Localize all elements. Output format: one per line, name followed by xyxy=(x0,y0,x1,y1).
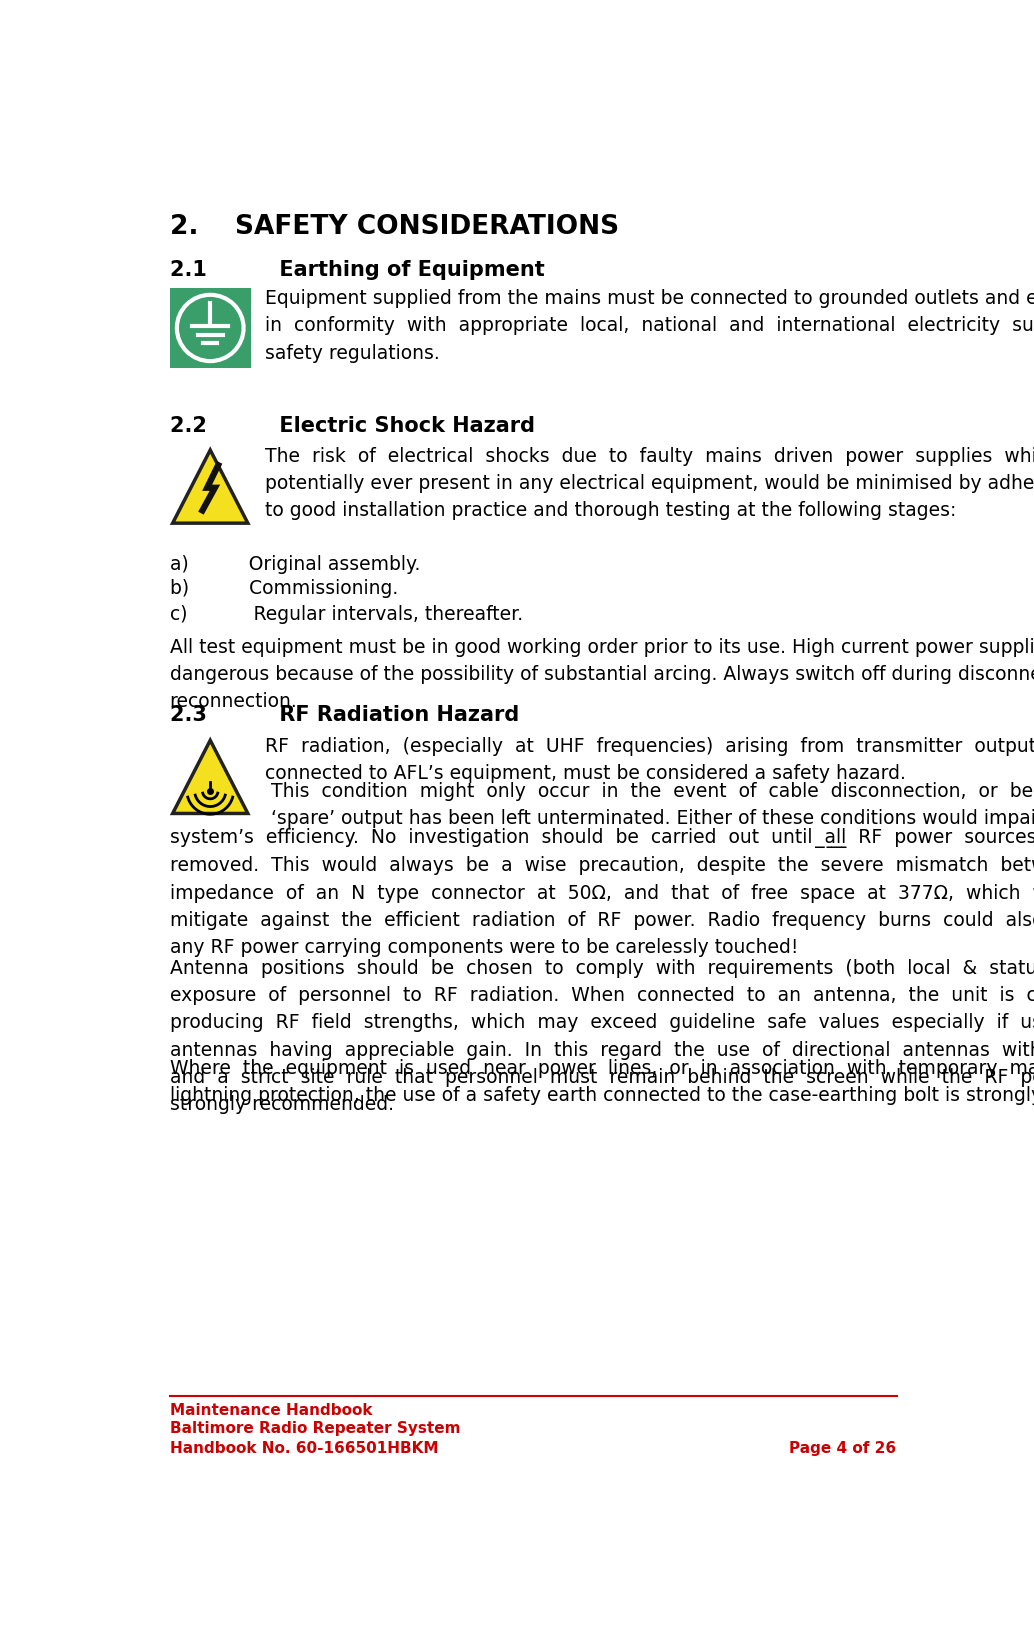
Text: Page 4 of 26: Page 4 of 26 xyxy=(789,1441,896,1455)
Text: All test equipment must be in good working order prior to its use. High current : All test equipment must be in good worki… xyxy=(170,638,1034,711)
Text: Maintenance Handbook: Maintenance Handbook xyxy=(170,1403,372,1418)
FancyBboxPatch shape xyxy=(170,287,251,369)
Text: This  condition  might  only  occur  in  the  event  of  cable  disconnection,  : This condition might only occur in the e… xyxy=(265,782,1034,828)
Text: 2.    SAFETY CONSIDERATIONS: 2. SAFETY CONSIDERATIONS xyxy=(170,213,618,239)
Polygon shape xyxy=(173,741,248,813)
Text: 2.1          Earthing of Equipment: 2.1 Earthing of Equipment xyxy=(170,261,544,280)
Text: c)           Regular intervals, thereafter.: c) Regular intervals, thereafter. xyxy=(170,605,522,624)
Text: The  risk  of  electrical  shocks  due  to  faulty  mains  driven  power  suppli: The risk of electrical shocks due to fau… xyxy=(265,447,1034,521)
Text: system’s  efficiency.  No  investigation  should  be  carried  out  until  ̲a̲l̲: system’s efficiency. No investigation sh… xyxy=(170,828,1034,957)
Text: 2.3          RF Radiation Hazard: 2.3 RF Radiation Hazard xyxy=(170,705,519,724)
Polygon shape xyxy=(173,451,248,523)
Text: Baltimore Radio Repeater System: Baltimore Radio Repeater System xyxy=(170,1421,460,1436)
Text: Handbook No. 60-166501HBKM: Handbook No. 60-166501HBKM xyxy=(170,1441,438,1455)
Text: RF  radiation,  (especially  at  UHF  frequencies)  arising  from  transmitter  : RF radiation, (especially at UHF frequen… xyxy=(265,738,1034,783)
Text: Equipment supplied from the mains must be connected to grounded outlets and eart: Equipment supplied from the mains must b… xyxy=(265,288,1034,362)
Text: 2.2          Electric Shock Hazard: 2.2 Electric Shock Hazard xyxy=(170,416,535,436)
Text: a)          Original assembly.: a) Original assembly. xyxy=(170,554,420,574)
Text: Antenna  positions  should  be  chosen  to  comply  with  requirements  (both  l: Antenna positions should be chosen to co… xyxy=(170,959,1034,1115)
Text: b)          Commissioning.: b) Commissioning. xyxy=(170,579,398,598)
Text: Where  the  equipment  is  used  near  power  lines,  or  in  association  with : Where the equipment is used near power l… xyxy=(170,1059,1034,1105)
